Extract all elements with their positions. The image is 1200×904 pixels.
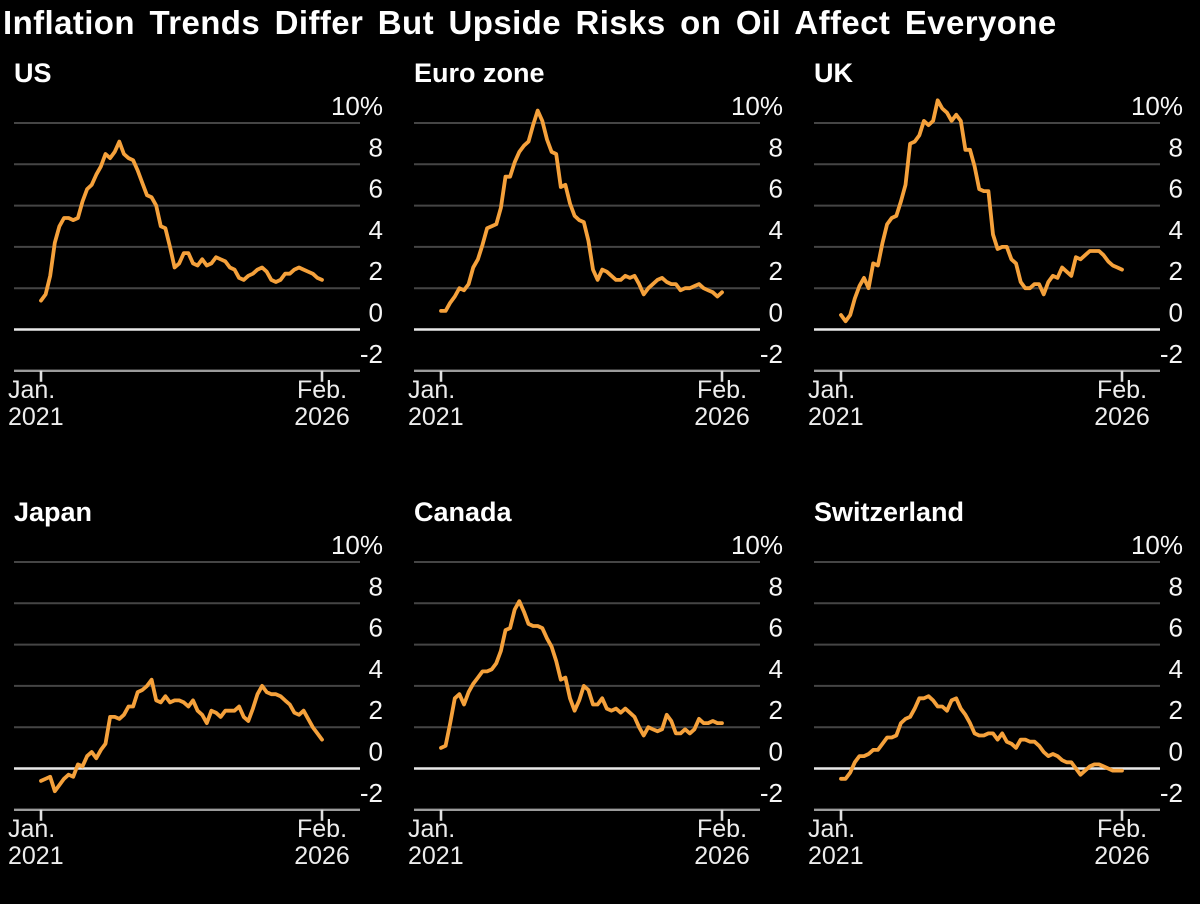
x-axis-label-end-month: Feb. bbox=[697, 376, 747, 404]
y-axis-label--2: -2 bbox=[1160, 339, 1183, 369]
y-axis-label-10%: 10% bbox=[1131, 530, 1183, 560]
panel-japan: Japan 10% 8 6 4 2 0 -2 Jan. 2021 Feb. 2026 bbox=[0, 487, 400, 902]
chart-headline: Inflation Trends Differ But Upside Risks… bbox=[3, 4, 1057, 41]
y-axis-label-4: 4 bbox=[369, 654, 383, 684]
inflation-line-switzerland bbox=[839, 694, 1124, 781]
inflation-line-us bbox=[39, 139, 324, 303]
x-axis-label-end-month: Feb. bbox=[297, 815, 347, 843]
euro-zone-inflation-chart: Euro zone 10% 8 6 4 2 0 -2 Jan.2021 Feb.2026 bbox=[408, 58, 783, 431]
y-axis-label-0: 0 bbox=[1169, 737, 1183, 767]
y-axis-label-6: 6 bbox=[769, 174, 783, 204]
panel-title-japan: Japan bbox=[14, 497, 92, 527]
panel-title-us: US bbox=[14, 58, 52, 88]
x-axis-label-start-year: 2021 bbox=[8, 403, 64, 431]
x-axis-label-end-year: 2026 bbox=[294, 403, 350, 431]
x-axis-label-start-year: 2021 bbox=[808, 403, 864, 431]
panel-title-euro-zone: Euro zone bbox=[414, 58, 545, 88]
panel-switzerland: Switzerland 10% 8 6 4 2 0 -2 Jan. 2021 Feb. 2026 bbox=[800, 487, 1200, 902]
x-axis-label-start-month: Jan. bbox=[8, 815, 55, 843]
y-axis-label-4: 4 bbox=[1169, 215, 1183, 245]
us-inflation-chart: US 10% 8 6 4 2 0 -2 Jan.2021 Feb.2026 bbox=[8, 58, 383, 431]
x-axis-label-end-month: Feb. bbox=[1097, 376, 1147, 404]
panel-title-switzerland: Switzerland bbox=[814, 497, 964, 527]
y-axis-label-0: 0 bbox=[769, 737, 783, 767]
x-axis-label-start-year: 2021 bbox=[408, 403, 464, 431]
canada-inflation-chart: Canada 10% 8 6 4 2 0 -2 Jan.2021 Feb.2026 bbox=[408, 497, 783, 870]
y-axis-label-2: 2 bbox=[1169, 256, 1183, 286]
x-axis-label-start-month: Jan. bbox=[808, 815, 855, 843]
y-axis-label-4: 4 bbox=[769, 654, 783, 684]
x-axis-label-end-year: 2026 bbox=[694, 403, 750, 431]
small-multiples-grid: US 10% 8 6 4 2 0 -2 Jan. 2021 Feb. 2026 Euro zone … bbox=[0, 48, 1200, 902]
panel-title-uk: UK bbox=[814, 58, 853, 88]
japan-inflation-chart: Japan 10% 8 6 4 2 0 -2 Jan.2021 Feb.2026 bbox=[8, 497, 383, 870]
x-axis-label-end-year: 2026 bbox=[294, 842, 350, 870]
x-axis-label-start-month: Jan. bbox=[8, 376, 55, 404]
y-axis-label-10%: 10% bbox=[731, 530, 783, 560]
x-axis-label-start-year: 2021 bbox=[408, 842, 464, 870]
y-axis-label-6: 6 bbox=[369, 174, 383, 204]
y-axis-label-8: 8 bbox=[769, 571, 783, 601]
y-axis-label--2: -2 bbox=[360, 778, 383, 808]
y-axis-label--2: -2 bbox=[760, 339, 783, 369]
y-axis-label-2: 2 bbox=[369, 256, 383, 286]
y-axis-label-10%: 10% bbox=[331, 530, 383, 560]
y-axis-label-8: 8 bbox=[1169, 571, 1183, 601]
panel-title-canada: Canada bbox=[414, 497, 513, 527]
y-axis-label-4: 4 bbox=[1169, 654, 1183, 684]
panel-canada: Canada 10% 8 6 4 2 0 -2 Jan. 2021 Feb. 2026 bbox=[400, 487, 800, 902]
x-axis-label-end-month: Feb. bbox=[697, 815, 747, 843]
x-axis-label-end-year: 2026 bbox=[694, 842, 750, 870]
y-axis-label-8: 8 bbox=[1169, 132, 1183, 162]
uk-inflation-chart: UK 10% 8 6 4 2 0 -2 Jan.2021 Feb.2026 bbox=[808, 58, 1183, 431]
x-axis-label-start-year: 2021 bbox=[808, 842, 864, 870]
y-axis-label-10%: 10% bbox=[731, 91, 783, 121]
inflation-line-japan bbox=[39, 677, 324, 794]
y-axis-label-0: 0 bbox=[369, 298, 383, 328]
y-axis-label-0: 0 bbox=[769, 298, 783, 328]
x-axis-label-start-month: Jan. bbox=[408, 376, 455, 404]
inflation-line-euro-zone bbox=[439, 108, 724, 313]
y-axis-label-6: 6 bbox=[1169, 613, 1183, 643]
y-axis-label-6: 6 bbox=[369, 613, 383, 643]
x-axis-label-start-month: Jan. bbox=[408, 815, 455, 843]
y-axis-label--2: -2 bbox=[1160, 778, 1183, 808]
y-axis-label-0: 0 bbox=[1169, 298, 1183, 328]
y-axis-label-8: 8 bbox=[769, 132, 783, 162]
y-axis-label-2: 2 bbox=[1169, 695, 1183, 725]
y-axis-label-2: 2 bbox=[769, 256, 783, 286]
y-axis-label-8: 8 bbox=[369, 571, 383, 601]
y-axis-label-4: 4 bbox=[369, 215, 383, 245]
x-axis-label-end-month: Feb. bbox=[297, 376, 347, 404]
y-axis-label-6: 6 bbox=[1169, 174, 1183, 204]
inflation-line-uk bbox=[839, 98, 1124, 324]
x-axis-label-end-year: 2026 bbox=[1094, 842, 1150, 870]
y-axis-label-6: 6 bbox=[769, 613, 783, 643]
x-axis-label-start-month: Jan. bbox=[808, 376, 855, 404]
x-axis-label-end-month: Feb. bbox=[1097, 815, 1147, 843]
x-axis-label-end-year: 2026 bbox=[1094, 403, 1150, 431]
panel-uk: UK 10% 8 6 4 2 0 -2 Jan. 2021 Feb. 2026 bbox=[800, 48, 1200, 463]
x-axis-label-start-year: 2021 bbox=[8, 842, 64, 870]
y-axis-label-8: 8 bbox=[369, 132, 383, 162]
y-axis-label-2: 2 bbox=[769, 695, 783, 725]
y-axis-label-10%: 10% bbox=[1131, 91, 1183, 121]
switzerland-inflation-chart: Switzerland 10% 8 6 4 2 0 -2 Jan.2021 Feb.2026 bbox=[808, 497, 1183, 870]
y-axis-label--2: -2 bbox=[760, 778, 783, 808]
y-axis-label--2: -2 bbox=[360, 339, 383, 369]
y-axis-label-0: 0 bbox=[369, 737, 383, 767]
inflation-line-canada bbox=[439, 599, 724, 750]
y-axis-label-10%: 10% bbox=[331, 91, 383, 121]
panel-euro-zone: Euro zone 10% 8 6 4 2 0 -2 Jan. 2021 Feb. 2026 bbox=[400, 48, 800, 463]
y-axis-label-4: 4 bbox=[769, 215, 783, 245]
y-axis-label-2: 2 bbox=[369, 695, 383, 725]
panel-us: US 10% 8 6 4 2 0 -2 Jan. 2021 Feb. 2026 bbox=[0, 48, 400, 463]
